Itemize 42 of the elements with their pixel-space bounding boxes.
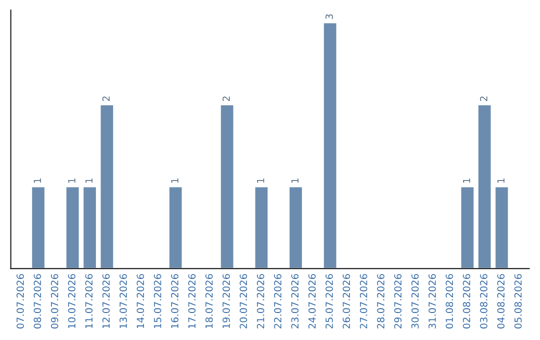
x-tick-label: 15.07.2026: [154, 274, 162, 328]
x-tick-label: 23.07.2026: [291, 274, 299, 328]
x-tick-label: 28.07.2026: [377, 274, 384, 328]
x-tick-label: 04.08.2026: [497, 274, 505, 328]
data-label: 2: [102, 96, 110, 102]
x-tick-label: 12.07.2026: [102, 274, 110, 328]
x-tick-label: 07.07.2026: [16, 274, 24, 328]
data-label: 2: [222, 96, 230, 102]
x-tick-label: 17.07.2026: [188, 274, 196, 328]
x-tick-label: 30.07.2026: [411, 274, 419, 328]
x-tick-label: 09.07.2026: [50, 274, 58, 328]
x-tick-label: 10.07.2026: [68, 274, 76, 328]
data-label: 1: [497, 178, 504, 183]
data-label: 1: [291, 178, 298, 183]
x-tick-label: 18.07.2026: [205, 274, 213, 328]
data-label: 1: [257, 178, 264, 183]
x-tick-label: 08.07.2026: [34, 274, 42, 328]
x-tick-label: 25.07.2026: [326, 274, 333, 328]
data-label: 1: [463, 178, 470, 183]
x-tick-label: 14.07.2026: [136, 274, 144, 328]
x-tick-label: 20.07.2026: [240, 274, 248, 328]
x-tick-label: 22.07.2026: [274, 274, 282, 328]
x-tick-label: 27.07.2026: [360, 274, 368, 328]
x-tick-label: 01.08.2026: [446, 274, 454, 328]
x-tick-label: 24.07.2026: [308, 274, 316, 328]
data-label: 1: [171, 178, 178, 183]
x-tick-label: 11.07.2026: [85, 274, 93, 328]
x-tick-label: 05.08.2026: [514, 274, 522, 328]
x-tick-label: 03.08.2026: [480, 274, 488, 328]
x-tick-label: 02.08.2026: [462, 274, 470, 328]
data-label: 3: [326, 14, 333, 19]
x-tick-label: 31.07.2026: [428, 274, 436, 328]
data-label: 2: [480, 96, 488, 102]
x-tick-label: 13.07.2026: [120, 274, 127, 328]
x-tick-label: 26.07.2026: [342, 274, 350, 328]
data-label: 1: [68, 178, 76, 183]
x-tick-label: 29.07.2026: [394, 274, 402, 328]
x-tick-label: 21.07.2026: [256, 274, 264, 328]
x-tick-label: 19.07.2026: [222, 274, 230, 328]
data-label: 1: [34, 178, 41, 183]
x-tick-label: 16.07.2026: [171, 274, 178, 328]
data-label: 1: [85, 178, 92, 183]
